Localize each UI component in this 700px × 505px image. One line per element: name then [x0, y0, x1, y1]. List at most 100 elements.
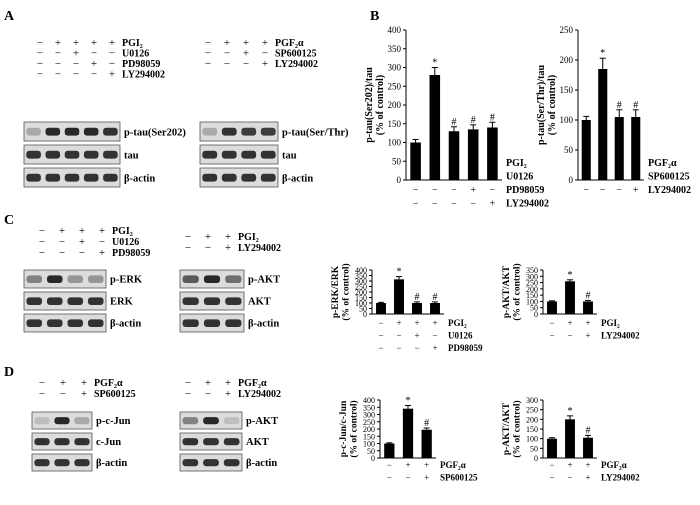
- treatment-sign: +: [616, 172, 622, 183]
- treatment-sign: −: [549, 331, 554, 341]
- treatment-label: LY294002: [506, 199, 549, 210]
- blot-label: β-actin: [110, 319, 141, 330]
- y-tick-label: 100: [526, 435, 538, 444]
- treatment-sign: −: [37, 58, 43, 70]
- y-axis-title-line: (% of control): [512, 400, 523, 457]
- treatment-sign: −: [396, 343, 401, 353]
- y-tick-label: 200: [363, 425, 375, 434]
- blot-label: p-AKT: [246, 416, 278, 427]
- y-tick-label: 250: [355, 283, 367, 292]
- blot-label: tau: [124, 150, 139, 161]
- blot-band: [64, 150, 80, 159]
- treatment-sign: −: [205, 388, 211, 400]
- treatment-sign: +: [585, 460, 590, 470]
- treatment-sign: −: [91, 48, 97, 60]
- treatment-sign: −: [378, 318, 383, 328]
- blot-band: [225, 297, 242, 305]
- treatment-sign: +: [633, 185, 639, 196]
- blot-band: [103, 173, 118, 182]
- y-axis-title-line: p-AKT/AKT: [502, 265, 512, 318]
- treatment-sign: +: [585, 318, 590, 328]
- bar: [631, 117, 641, 180]
- significance-mark: *: [432, 58, 437, 69]
- blot-strip: [199, 121, 279, 142]
- treatment-sign: −: [109, 58, 115, 70]
- treatment-sign: +: [73, 48, 79, 60]
- blot-band: [54, 438, 70, 446]
- treatment-sign: +: [585, 331, 590, 341]
- y-axis-title-line: (% of control): [547, 75, 558, 135]
- y-axis-title: p-c-Jun/c-Jun(% of control): [339, 400, 360, 458]
- y-tick-label: 200: [355, 288, 367, 297]
- treatment-sign: +: [205, 231, 211, 243]
- y-tick-label: 0: [397, 175, 402, 185]
- panel-letter-d: D: [4, 365, 14, 380]
- y-tick-label: 0: [363, 310, 367, 319]
- treatment-label: PGF₂α: [648, 158, 677, 169]
- blot-band: [203, 297, 221, 305]
- bar: [583, 437, 593, 458]
- y-tick-label: 400: [355, 266, 367, 275]
- treatment-label: U0126: [506, 172, 533, 183]
- y-axis-title-line: p-ERK/ERK: [331, 265, 341, 318]
- treatment-sign: −: [378, 343, 383, 353]
- blot-label: p-c-Jun: [96, 416, 131, 427]
- blot-band: [45, 127, 61, 136]
- blot-2: − + + + PGI₂− − + − U0126− − − + PD98059p-ERKERKβ-ac…: [23, 225, 150, 333]
- y-axis-title-line: (% of control): [512, 263, 523, 320]
- blot-band: [241, 173, 257, 182]
- blot-band: [67, 319, 84, 327]
- treatment-sign: +: [490, 158, 496, 169]
- treatment-sign: +: [225, 242, 231, 254]
- treatment-sign: +: [600, 158, 606, 169]
- treatment-label: PGI₂: [601, 318, 620, 328]
- treatment-sign: +: [451, 158, 457, 169]
- treatment-sign: −: [99, 236, 105, 248]
- blot-strip: [199, 144, 279, 165]
- treatment-sign: −: [39, 236, 45, 248]
- treatment-sign: +: [243, 37, 249, 49]
- blot-band: [83, 173, 99, 182]
- blot-label: p-AKT: [248, 275, 280, 286]
- blot-band: [225, 275, 242, 283]
- treatment-sign: +: [405, 460, 410, 470]
- treatment-sign: −: [224, 58, 230, 70]
- significance-mark: #: [415, 292, 420, 303]
- y-tick-label: 50: [359, 305, 367, 314]
- y-tick-label: 200: [560, 55, 574, 65]
- bar: [394, 279, 404, 314]
- y-tick-label: 0: [371, 454, 375, 463]
- blot-band: [103, 127, 118, 136]
- treatment-label: SP600125: [94, 389, 136, 400]
- y-tick-label: 0: [569, 175, 574, 185]
- treatment-sign: +: [424, 473, 429, 483]
- treatment-sign: +: [414, 318, 419, 328]
- blot-band: [83, 150, 99, 159]
- treatment-sign: −: [616, 185, 622, 196]
- treatment-label: PD98059: [506, 185, 544, 196]
- y-tick-label: 50: [564, 145, 574, 155]
- bar: [583, 301, 593, 314]
- bar: [376, 303, 386, 314]
- bar: [614, 117, 624, 180]
- treatment-sign: −: [549, 473, 554, 483]
- blot-label: ERK: [110, 297, 134, 308]
- treatment-label: SP600125: [440, 473, 478, 483]
- significance-mark: #: [586, 425, 591, 436]
- panel-letter-a: A: [4, 9, 15, 24]
- y-tick-label: 50: [530, 444, 538, 453]
- treatment-sign: −: [549, 318, 554, 328]
- treatment-sign: +: [396, 318, 401, 328]
- blot-band: [203, 438, 219, 446]
- blot-label: β-actin: [282, 173, 313, 184]
- y-tick-label: 200: [526, 415, 538, 424]
- bar: [547, 438, 557, 458]
- significance-mark: *: [397, 267, 402, 278]
- y-axis-title: p-tau(Ser202)/tau(% of control): [364, 67, 386, 143]
- y-tick-label: 300: [526, 396, 538, 405]
- blot-band: [67, 275, 84, 283]
- chart-4: 050100150200250300350400p-c-Jun/c-Jun(% …: [339, 396, 478, 483]
- blot-band: [87, 275, 104, 283]
- bar: [487, 127, 498, 180]
